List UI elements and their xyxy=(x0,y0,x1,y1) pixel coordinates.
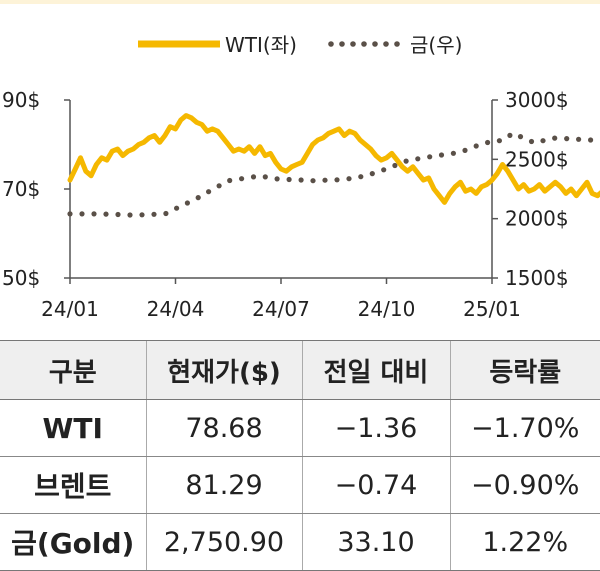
gold-point xyxy=(298,177,304,183)
gold-point xyxy=(564,136,570,142)
gold-point xyxy=(403,158,409,164)
cell-change: −1.36 xyxy=(301,399,450,457)
gold-series xyxy=(67,132,594,218)
gold-point xyxy=(115,211,121,218)
gold-point xyxy=(369,171,375,177)
legend-gold-dot xyxy=(339,41,345,47)
gold-point xyxy=(250,174,257,180)
gold-point xyxy=(127,212,133,218)
table-row: 금(Gold) 2,750.90 33.10 1.22% xyxy=(0,513,600,571)
gold-point xyxy=(473,143,479,149)
left-y-tick-label: 70$ xyxy=(2,177,40,201)
cell-change: −0.74 xyxy=(301,456,450,514)
top-accent-bar xyxy=(0,0,600,4)
gold-point xyxy=(450,150,456,156)
x-tick-label: 25/01 xyxy=(463,297,521,321)
cell-rate: −0.90% xyxy=(449,456,600,514)
x-tick-label: 24/07 xyxy=(252,297,310,321)
gold-point xyxy=(507,132,513,138)
legend-gold-label: 금(우) xyxy=(410,33,462,57)
gold-point xyxy=(427,154,433,160)
legend-gold-dot xyxy=(361,41,367,47)
gold-point xyxy=(528,138,535,145)
gold-point xyxy=(381,167,387,173)
gold-point xyxy=(322,177,328,183)
legend-gold-dot xyxy=(394,41,400,47)
gold-point xyxy=(79,211,85,217)
right-y-tick-label: 2500$ xyxy=(505,147,569,171)
left-y-tick-label: 90$ xyxy=(2,88,40,112)
gold-point xyxy=(216,183,222,189)
row-name: 금(Gold) xyxy=(0,513,146,571)
gold-point xyxy=(151,211,157,217)
legend-wti-label: WTI(좌) xyxy=(225,33,297,57)
legend-gold-dot xyxy=(383,41,389,47)
gold-point xyxy=(462,147,468,153)
gold-point xyxy=(540,138,546,144)
gold-point xyxy=(576,136,582,142)
gold-point xyxy=(334,177,340,183)
gold-point xyxy=(588,137,594,143)
gold-point xyxy=(184,200,190,206)
gold-point xyxy=(91,211,97,217)
chart-legend: WTI(좌) 금(우) xyxy=(138,33,462,57)
legend-gold-dot xyxy=(328,41,334,47)
chart-axes: 24/01 24/04 24/07 24/10 25/01 90$ 70$ 50$ 3000$ 2… xyxy=(2,88,569,321)
header-current-price: 현재가($) xyxy=(145,340,302,400)
gold-point xyxy=(415,156,421,162)
row-name: WTI xyxy=(0,399,146,457)
gold-point xyxy=(227,177,233,184)
header-change-rate: 등락률 xyxy=(449,340,600,400)
x-tick-label: 24/01 xyxy=(41,297,99,321)
gold-point xyxy=(139,212,145,218)
cell-price: 78.68 xyxy=(145,399,302,457)
header-category: 구분 xyxy=(0,340,146,400)
gold-point xyxy=(103,211,109,217)
left-y-tick-label: 50$ xyxy=(2,266,40,290)
row-name: 브렌트 xyxy=(0,456,146,514)
cell-rate: 1.22% xyxy=(449,513,600,571)
gold-point xyxy=(517,134,524,140)
table-header-row: 구분 현재가($) 전일 대비 등락률 xyxy=(0,340,600,400)
gold-point xyxy=(310,178,316,184)
gold-point xyxy=(392,162,398,169)
gold-point xyxy=(496,138,502,144)
wti-series-line xyxy=(67,113,600,205)
gold-point xyxy=(206,189,212,195)
table-row: 브렌트 81.29 −0.74 −0.90% xyxy=(0,456,600,514)
gold-point xyxy=(67,211,73,217)
gold-point xyxy=(174,205,180,211)
cell-change: 33.10 xyxy=(301,513,450,571)
gold-point xyxy=(485,139,491,146)
right-y-tick-label: 3000$ xyxy=(505,88,569,112)
gold-point xyxy=(358,174,364,180)
header-change: 전일 대비 xyxy=(301,340,450,400)
cell-price: 2,750.90 xyxy=(145,513,302,571)
price-table: 구분 현재가($) 전일 대비 등락률 WTI 78.68 −1.36 −1.7… xyxy=(0,340,600,571)
cell-price: 81.29 xyxy=(145,456,302,514)
legend-gold-swatch xyxy=(328,41,400,47)
right-y-tick-label: 2000$ xyxy=(505,207,569,231)
gold-point xyxy=(286,176,292,183)
table-row: WTI 78.68 −1.36 −1.70% xyxy=(0,399,600,457)
gold-point xyxy=(239,176,245,182)
legend-gold-dot xyxy=(350,41,356,47)
gold-point xyxy=(346,176,352,182)
legend-gold-dot xyxy=(372,41,378,47)
cell-rate: −1.70% xyxy=(449,399,600,457)
gold-point xyxy=(262,174,268,180)
x-tick-label: 24/04 xyxy=(147,297,205,321)
gold-point xyxy=(438,152,445,158)
right-y-tick-label: 1500$ xyxy=(505,266,569,290)
gold-point xyxy=(195,195,201,201)
gold-point xyxy=(552,135,558,141)
gold-point xyxy=(163,210,169,217)
oil-gold-price-chart: WTI(좌) 금(우) 24/01 24/04 24/07 24/10 25/01 90$… xyxy=(2,33,600,321)
gold-point xyxy=(274,176,280,182)
x-tick-label: 24/10 xyxy=(358,297,416,321)
